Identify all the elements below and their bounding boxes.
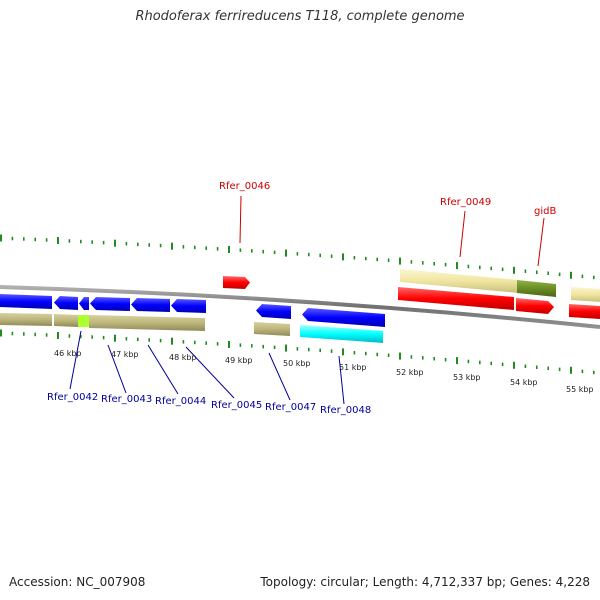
label-rfer-0045[interactable]: Rfer_0045: [211, 400, 262, 411]
accession-text: Accession: NC_007908: [9, 575, 146, 589]
reverse-gene-band-mid[interactable]: [54, 314, 78, 327]
scale-label-54: 54 kbp: [510, 378, 538, 387]
forward-label-leaders: [239, 195, 545, 267]
label-rfer-0046[interactable]: Rfer_0046: [219, 181, 270, 192]
label-rfer-0044[interactable]: Rfer_0044: [155, 396, 206, 407]
leader-rfer-0048: [338, 355, 345, 405]
reverse-rna-rfer-0048[interactable]: [300, 325, 383, 343]
reverse-gene-labels: Rfer_0042 Rfer_0043 Rfer_0044 Rfer_0045 …: [47, 392, 371, 416]
scale-label-49: 49 kbp: [225, 356, 253, 365]
scale-label-47: 47 kbp: [111, 350, 139, 359]
forward-gene-right-edge[interactable]: [571, 287, 600, 302]
map-title: Rhodoferax ferrireducens T118, complete …: [135, 9, 465, 24]
forward-cds-gidb[interactable]: [516, 298, 554, 314]
lower-tick-marks: [0, 329, 595, 375]
forward-cds-rfer-0046[interactable]: [223, 276, 250, 289]
scale-label-48: 48 kbp: [169, 353, 197, 362]
genome-stats-text: Topology: circular; Length: 4,712,337 bp…: [260, 575, 590, 589]
reverse-strand-features: [0, 294, 385, 343]
scale-label-52: 52 kbp: [396, 368, 424, 377]
label-rfer-0049[interactable]: Rfer_0049: [440, 197, 491, 208]
scale-label-53: 53 kbp: [453, 373, 481, 382]
reverse-cds-rfer-0045a[interactable]: [131, 298, 170, 312]
label-rfer-0047[interactable]: Rfer_0047: [265, 402, 316, 413]
forward-gene-labels: Rfer_0046 Rfer_0049 gidB: [219, 181, 556, 217]
reverse-cds-rfer-0048[interactable]: [302, 308, 385, 327]
scale-labels: 46 kbp 47 kbp 48 kbp 49 kbp 50 kbp 51 kb…: [54, 349, 594, 394]
reverse-gene-band-right[interactable]: [89, 315, 205, 331]
scale-label-50: 50 kbp: [283, 359, 311, 368]
leader-rfer-0046: [239, 195, 242, 244]
reverse-label-leaders: [69, 330, 345, 405]
reverse-gene-rfer-0047[interactable]: [254, 322, 290, 336]
label-rfer-0042[interactable]: Rfer_0042: [47, 392, 98, 403]
label-gidb[interactable]: gidB: [534, 206, 556, 217]
leader-rfer-0042: [69, 330, 82, 390]
leader-rfer-0045: [185, 346, 235, 399]
reverse-highlight-gene[interactable]: [78, 315, 89, 327]
label-rfer-0048[interactable]: Rfer_0048: [320, 405, 371, 416]
reverse-cds-rfer-0044[interactable]: [90, 297, 130, 311]
leader-rfer-0044: [147, 344, 179, 395]
reverse-cds-rfer-0043a[interactable]: [54, 296, 78, 310]
scale-label-55: 55 kbp: [566, 385, 594, 394]
leader-rfer-0047: [268, 352, 291, 401]
leader-rfer-0049: [459, 210, 466, 258]
reverse-cds-rfer-0045b[interactable]: [171, 299, 206, 313]
forward-gene-rfer-0049[interactable]: [400, 269, 519, 293]
forward-cds-right-edge[interactable]: [569, 304, 600, 319]
forward-strand-features: [223, 269, 600, 319]
forward-rna-gidb[interactable]: [517, 280, 556, 297]
leader-rfer-0043: [107, 344, 127, 394]
label-rfer-0043[interactable]: Rfer_0043: [101, 394, 152, 405]
forward-cds-rfer-0049[interactable]: [398, 287, 514, 310]
reverse-cds-rfer-0043b[interactable]: [79, 297, 89, 310]
reverse-cds-rfer-0042[interactable]: [0, 294, 52, 309]
reverse-gene-band-left[interactable]: [0, 313, 52, 326]
leader-gidb: [537, 217, 545, 267]
genome-backbone: [0, 285, 600, 329]
scale-label-51: 51 kbp: [339, 363, 367, 372]
scale-label-46: 46 kbp: [54, 349, 82, 358]
upper-tick-marks: [0, 234, 595, 280]
reverse-cds-rfer-0047[interactable]: [256, 304, 291, 319]
